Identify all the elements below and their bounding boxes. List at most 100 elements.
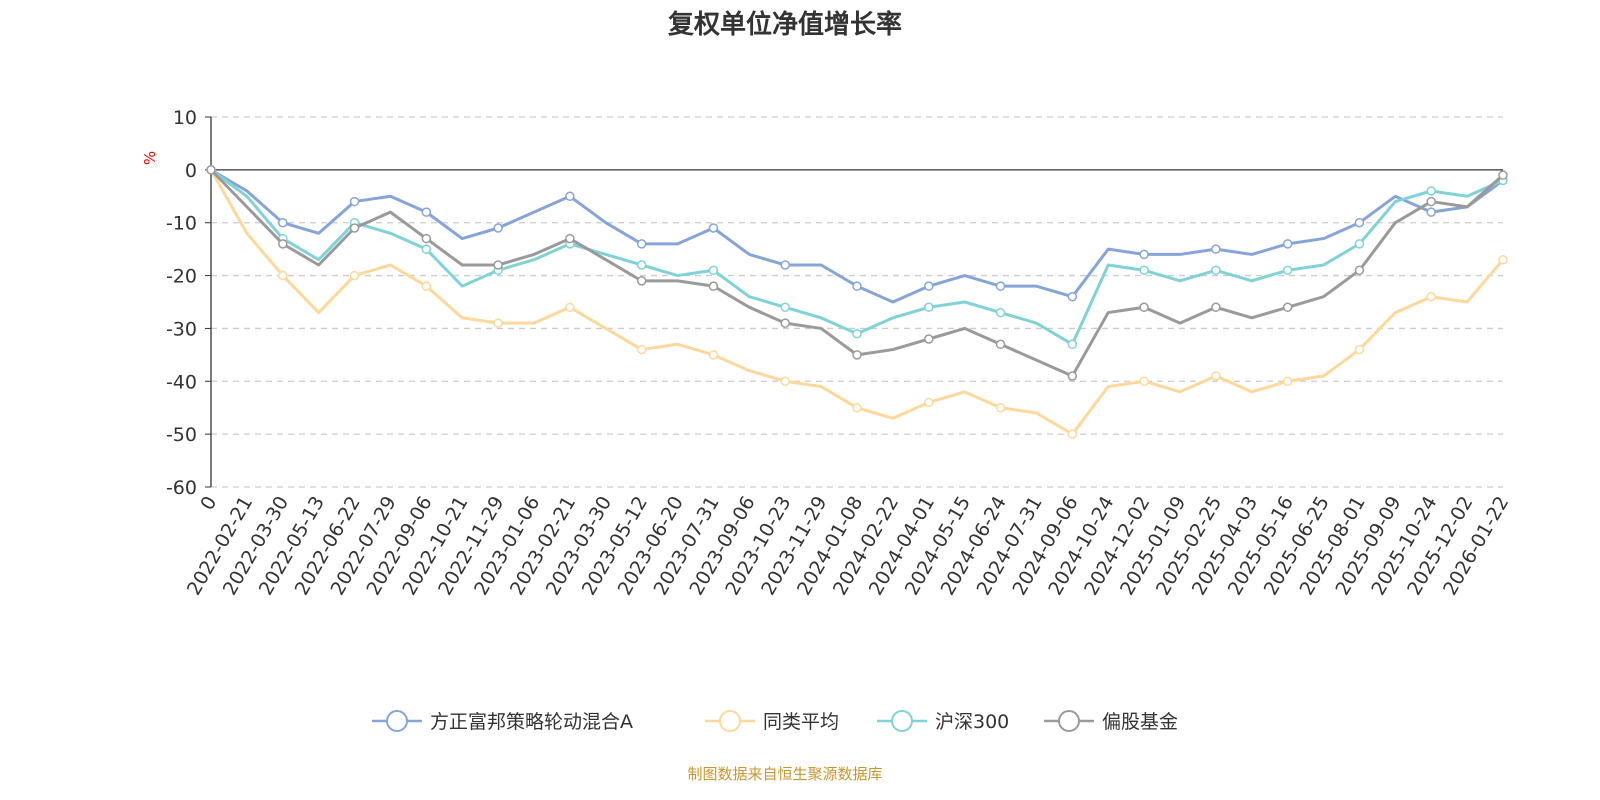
data-point — [421, 244, 432, 254]
legend-circle-icon — [891, 710, 913, 732]
y-tick-label: -10 — [166, 213, 197, 235]
data-point — [493, 318, 503, 328]
data-point — [636, 276, 647, 286]
series-lines — [206, 165, 1508, 439]
legend-circle-icon — [386, 710, 408, 732]
data-point — [995, 307, 1006, 318]
data-point — [565, 191, 575, 202]
data-point — [1139, 265, 1149, 276]
data-point — [852, 402, 862, 413]
data-point — [1426, 196, 1436, 207]
data-point — [421, 233, 432, 244]
data-point — [421, 207, 432, 217]
data-point — [1282, 302, 1293, 313]
data-point — [1354, 239, 1365, 249]
data-point — [1282, 239, 1293, 249]
data-point — [924, 302, 934, 313]
data-point — [1067, 339, 1078, 350]
data-point — [278, 217, 288, 228]
y-axis: 10 0 -10 -20 -30 -40 -50 -60 — [166, 107, 212, 499]
data-point — [493, 260, 503, 270]
data-point — [349, 270, 360, 281]
data-point — [421, 281, 432, 291]
data-point — [1282, 376, 1293, 387]
legend-item[interactable]: 沪深300 — [877, 710, 1009, 733]
data-point — [1139, 302, 1149, 313]
y-axis-unit: % — [141, 151, 159, 165]
data-point — [1139, 376, 1149, 387]
legend-label: 偏股基金 — [1102, 711, 1178, 733]
data-point — [852, 328, 862, 339]
data-point — [780, 318, 790, 328]
y-tick-label: 10 — [173, 107, 197, 129]
data-point — [278, 270, 288, 281]
y-tick-label: -50 — [166, 424, 197, 446]
data-point — [780, 376, 790, 387]
y-tick-label: -60 — [166, 477, 197, 499]
y-tick-label: -20 — [166, 266, 197, 288]
data-point — [206, 165, 216, 175]
data-point — [1354, 265, 1365, 276]
data-point — [852, 350, 862, 360]
legend-label: 同类平均 — [763, 711, 839, 733]
data-point — [852, 281, 862, 291]
series-0 — [206, 165, 1508, 304]
legend-label: 沪深300 — [935, 711, 1009, 733]
data-point — [1354, 217, 1365, 228]
legend-label: 方正富邦策略轮动混合A — [430, 711, 633, 733]
data-point — [493, 223, 503, 233]
series-1 — [206, 165, 1508, 439]
series-line — [210, 168, 1504, 346]
data-point — [924, 281, 934, 291]
source-footer: 制图数据来自恒生聚源数据库 — [687, 765, 882, 783]
data-point — [1426, 186, 1436, 196]
legend-circle-icon — [1058, 710, 1080, 732]
data-point — [780, 302, 790, 313]
data-point — [780, 260, 790, 270]
data-point — [1211, 302, 1221, 313]
data-point — [636, 260, 647, 270]
x-axis: 02022-02-212022-03-302022-05-132022-06-2… — [183, 169, 1513, 599]
data-point — [708, 265, 719, 276]
data-point — [1426, 291, 1436, 302]
data-point — [349, 196, 360, 207]
chart-title: 复权单位净值增长率 — [668, 9, 902, 40]
series-2 — [206, 165, 1508, 350]
data-point — [1067, 371, 1078, 381]
data-point — [1498, 254, 1508, 265]
y-tick-label: -40 — [166, 371, 197, 393]
data-point — [1211, 244, 1221, 254]
data-point — [924, 397, 934, 408]
data-point — [636, 239, 647, 249]
data-point — [1426, 207, 1436, 217]
legend-circle-icon — [719, 710, 741, 732]
data-point — [1067, 291, 1078, 302]
data-point — [1498, 170, 1508, 180]
data-point — [1211, 371, 1221, 381]
y-tick-label: 0 — [185, 160, 197, 182]
legend-item[interactable]: 方正富邦策略轮动混合A — [372, 710, 633, 733]
data-point — [565, 302, 575, 313]
data-point — [708, 281, 719, 291]
series-3 — [206, 165, 1508, 381]
data-point — [995, 402, 1006, 413]
data-point — [1067, 429, 1078, 439]
data-point — [708, 223, 719, 233]
y-tick-label: -30 — [166, 318, 197, 340]
data-point — [1354, 344, 1365, 355]
data-point — [1139, 249, 1149, 260]
legend: 方正富邦策略轮动混合A 同类平均 沪深300 偏股基金 — [372, 710, 1178, 733]
data-point — [636, 344, 647, 355]
legend-item[interactable]: 偏股基金 — [1044, 710, 1178, 733]
data-point — [278, 239, 288, 249]
data-point — [1282, 265, 1293, 276]
data-point — [565, 233, 575, 244]
data-point — [995, 339, 1006, 350]
data-point — [924, 334, 934, 344]
data-point — [995, 281, 1006, 291]
data-point — [1211, 265, 1221, 276]
data-point — [708, 350, 719, 360]
legend-item[interactable]: 同类平均 — [705, 710, 839, 733]
x-tick-label: 0 — [196, 493, 221, 514]
